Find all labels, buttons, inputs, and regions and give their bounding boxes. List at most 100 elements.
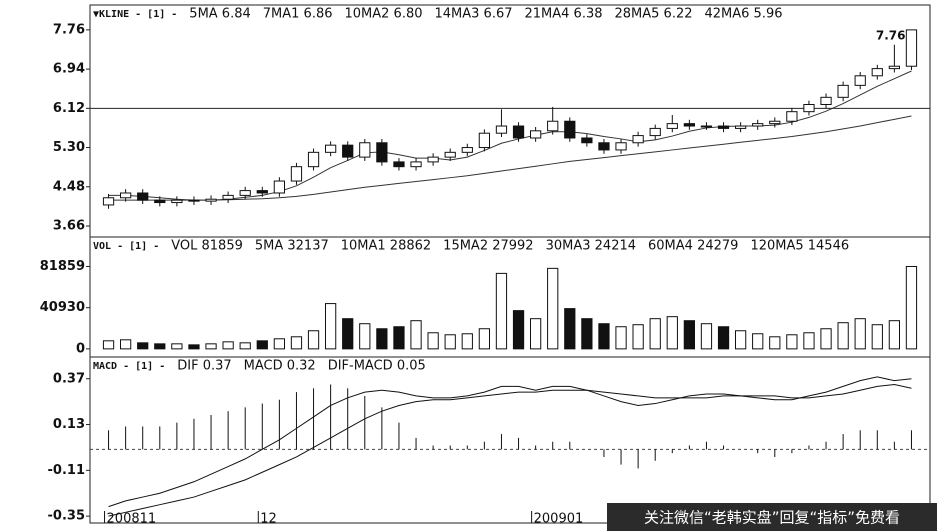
volume-bar — [854, 318, 866, 350]
y-tick-label: 0.37 — [53, 371, 85, 386]
candle-body — [564, 120, 576, 139]
x-tick-label: 200901 — [534, 512, 584, 527]
y-tick-label: 5.30 — [53, 140, 85, 155]
volume-bar — [102, 340, 115, 350]
volume-bar — [615, 326, 627, 350]
candle-body — [376, 142, 388, 163]
panel-header: 5MA 32137 — [255, 239, 329, 254]
candle-body — [273, 180, 285, 194]
candle-body — [461, 147, 473, 153]
volume-bar — [717, 326, 730, 350]
candle-body — [325, 144, 337, 153]
volume-bar — [239, 342, 251, 350]
panel-header: 21MA4 6.38 — [525, 7, 603, 22]
panel-header: MACD 0.32 — [244, 359, 316, 374]
candle-body — [752, 123, 764, 127]
y-tick-label: 0 — [76, 341, 85, 356]
volume-bar — [444, 334, 456, 350]
panel-header: DIF 0.37 — [177, 359, 231, 374]
volume-bar — [376, 328, 388, 350]
candle-body — [615, 142, 627, 151]
volume-bar — [837, 322, 849, 350]
ma-line — [108, 70, 912, 201]
panel-header: 15MA2 27992 — [443, 239, 533, 254]
candle-body — [120, 192, 132, 199]
volume-bar — [222, 341, 234, 350]
candle-body — [581, 137, 593, 144]
volume-bar — [427, 332, 439, 350]
volume-bar — [598, 323, 610, 350]
volume-bar — [683, 320, 695, 350]
candle-body — [649, 127, 661, 137]
panel-header: MACD - [1] - — [93, 361, 165, 372]
y-tick-label: -0.11 — [48, 463, 85, 478]
volume-bar — [888, 320, 900, 350]
volume-bar — [512, 310, 525, 350]
volume-bar — [632, 324, 644, 350]
volume-bar — [769, 336, 781, 350]
y-tick-label: -0.35 — [48, 509, 85, 524]
candle-body — [359, 142, 371, 158]
panel-header: 10MA1 28862 — [341, 239, 431, 254]
volume-bar — [342, 318, 354, 350]
candle-body — [717, 125, 730, 129]
candle-body — [683, 123, 695, 127]
panel-header: VOL 81859 — [171, 239, 243, 254]
candle-body — [735, 125, 747, 129]
volume-bar — [393, 326, 405, 350]
candle-body — [530, 130, 542, 139]
candle-body — [478, 132, 490, 149]
candle-body — [547, 120, 559, 132]
candle-body — [239, 190, 251, 196]
watermark-box — [607, 503, 937, 531]
volume-bar — [325, 303, 337, 350]
volume-bar — [307, 330, 320, 350]
indicator-line — [108, 376, 912, 508]
price-label: 7.76 — [876, 28, 906, 42]
candle-body — [222, 194, 234, 200]
candle-body — [837, 84, 849, 98]
candle-body — [871, 68, 883, 77]
candle-body — [410, 161, 422, 168]
candle-body — [393, 161, 405, 168]
candle-body — [820, 96, 832, 105]
volume-bar — [752, 333, 764, 350]
volume-bar — [461, 333, 473, 350]
indicator-line — [108, 383, 912, 517]
candle-body — [307, 151, 320, 168]
candle-body — [769, 120, 781, 125]
frame — [89, 4, 931, 524]
y-tick-label: 40930 — [40, 300, 85, 315]
y-tick-label: 3.66 — [53, 218, 85, 233]
volume-bar — [871, 324, 883, 350]
volume-bar — [273, 338, 285, 350]
candle-body — [256, 190, 268, 194]
candle-body — [290, 166, 303, 182]
y-tick-label: 4.48 — [53, 179, 85, 194]
panel-header: 120MA5 14546 — [750, 239, 849, 254]
y-tick-label: 6.94 — [53, 62, 85, 77]
panel-header: 7MA1 6.86 — [263, 7, 333, 22]
panel-header: 42MA6 5.96 — [705, 7, 783, 22]
candle-body — [495, 125, 508, 134]
volume-bar — [495, 272, 508, 350]
volume-bar — [120, 339, 132, 350]
candle-body — [342, 144, 354, 158]
candle-body — [427, 156, 439, 163]
volume-bar — [666, 316, 678, 350]
volume-bar — [410, 320, 422, 350]
volume-bar — [359, 323, 371, 350]
volume-bar — [581, 318, 593, 350]
candle-body — [154, 199, 166, 204]
volume-bar — [905, 265, 918, 350]
candle-body — [786, 111, 798, 122]
panel-header: VOL - [1] - — [93, 241, 159, 252]
panel-header: DIF-MACD 0.05 — [328, 359, 426, 374]
volume-bar — [649, 318, 661, 350]
y-tick-label: 6.12 — [53, 101, 85, 116]
candle-body — [598, 142, 610, 151]
volume-bar — [478, 328, 490, 350]
y-tick-label: 7.76 — [53, 22, 85, 37]
